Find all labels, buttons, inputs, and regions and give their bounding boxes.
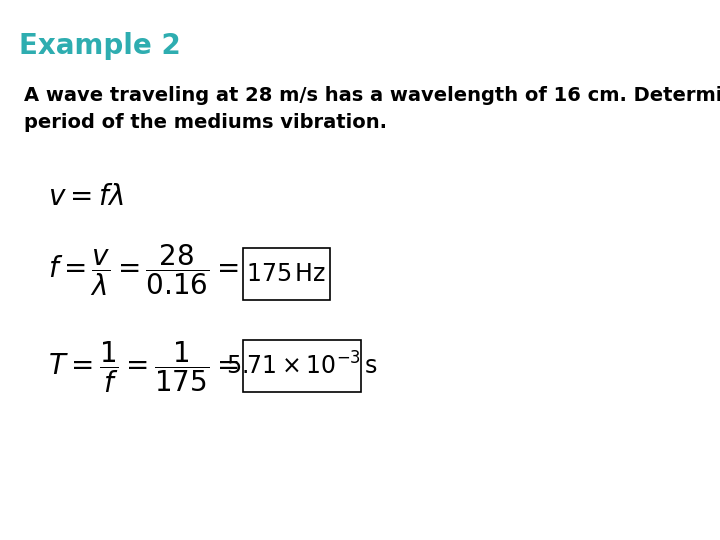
FancyBboxPatch shape xyxy=(243,340,361,392)
Text: $T = \dfrac{1}{f} = \dfrac{1}{175} =$: $T = \dfrac{1}{f} = \dfrac{1}{175} =$ xyxy=(48,339,238,395)
Text: A wave traveling at 28 m/s has a wavelength of 16 cm. Determine the
period of th: A wave traveling at 28 m/s has a wavelen… xyxy=(24,86,720,132)
Text: $175\,\mathrm{Hz}$: $175\,\mathrm{Hz}$ xyxy=(246,262,326,286)
FancyBboxPatch shape xyxy=(243,248,330,300)
Text: $f = \dfrac{v}{\lambda} = \dfrac{28}{0.16} =$: $f = \dfrac{v}{\lambda} = \dfrac{28}{0.1… xyxy=(48,242,239,298)
Text: $5.71\times10^{-3}\,\mathrm{s}$: $5.71\times10^{-3}\,\mathrm{s}$ xyxy=(226,352,378,380)
Text: $v= f \lambda$: $v= f \lambda$ xyxy=(48,184,124,211)
Text: Example 2: Example 2 xyxy=(19,32,181,60)
